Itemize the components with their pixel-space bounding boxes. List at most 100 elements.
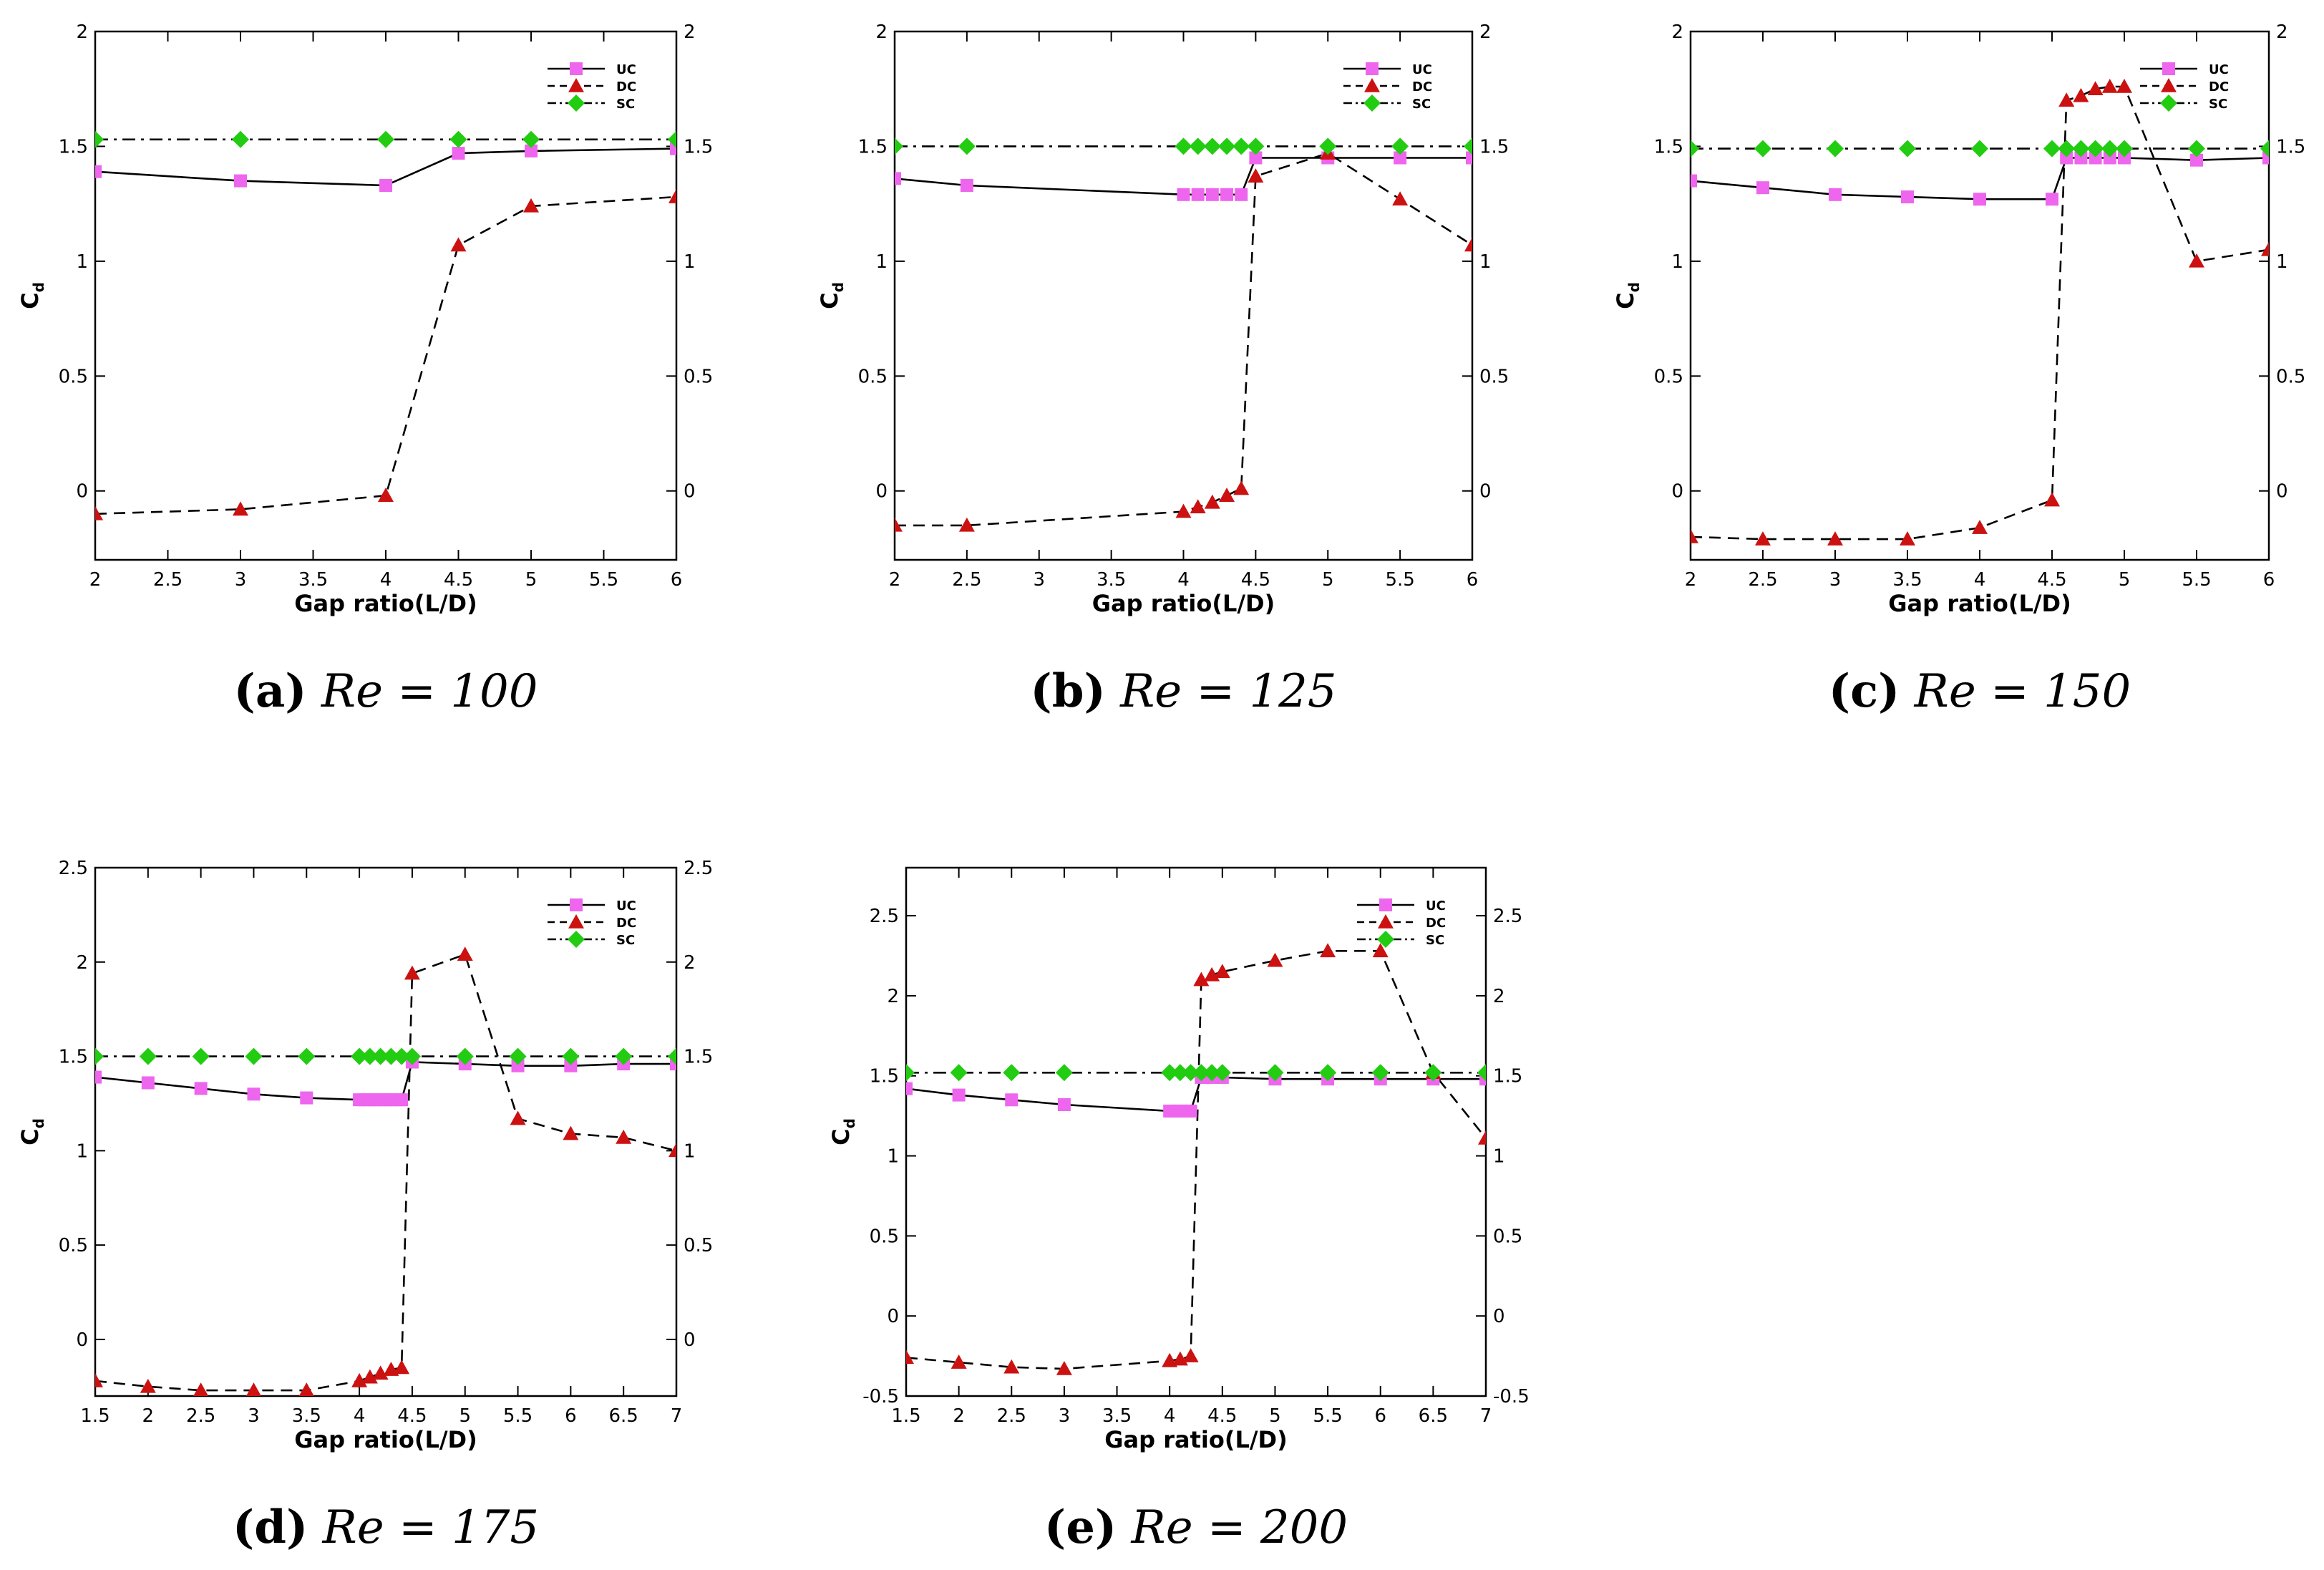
uc-marker <box>670 1057 676 1071</box>
y-tick-label-left: 1.5 <box>870 1066 899 1087</box>
dc-marker <box>523 198 539 213</box>
dc-marker <box>1214 964 1230 979</box>
sc-marker <box>1218 137 1236 155</box>
chart-panel: 1.5 2 2.5 3 3.5 4 4.5 5 5.5 6 6.5 7 0 0 0.5 0.5 1 1 1.5 1.5… <box>16 858 713 1554</box>
dc-marker <box>668 1143 676 1158</box>
panels-group: 2 2.5 3 3.5 4 4.5 5 5.5 6 0 0 0.5 0.5 1 1 1.5 1.5 2 2 Gap r… <box>16 21 2305 1554</box>
y-tick-label-right: 0.5 <box>2276 366 2305 387</box>
uc-marker <box>379 178 392 192</box>
sc-marker <box>615 1047 633 1065</box>
uc-marker <box>1379 898 1392 911</box>
sc-marker <box>668 1047 676 1065</box>
y-tick-label-left: 1.5 <box>1654 136 1683 158</box>
sc-marker <box>1171 1064 1189 1082</box>
x-axis-label: Gap ratio(L/D) <box>294 590 477 617</box>
sc-marker <box>1319 1064 1337 1082</box>
y-tick-label-right: 2 <box>684 952 696 974</box>
uc-marker <box>2118 151 2131 165</box>
dc-marker <box>1175 503 1192 518</box>
y-tick-label-left: 0 <box>1671 481 1683 503</box>
sc-marker <box>1003 1064 1021 1082</box>
uc-marker <box>395 1093 409 1107</box>
y-axis-label-subscript: d <box>30 282 47 292</box>
sc-marker <box>568 931 585 948</box>
series-group <box>1691 79 2269 546</box>
y-tick-label-right: -0.5 <box>1493 1386 1530 1407</box>
dc-marker <box>1193 971 1210 987</box>
dc-marker <box>233 501 248 516</box>
dc-marker <box>378 488 394 502</box>
uc-marker <box>2046 193 2058 206</box>
y-tick-label-left: 0.5 <box>1654 366 1683 387</box>
x-tick-label: 5 <box>1269 1405 1281 1427</box>
plot-frame <box>94 866 678 1397</box>
sc-marker <box>1464 137 1472 155</box>
y-tick-label-right: 2.5 <box>1493 906 1522 927</box>
dc-marker <box>958 517 975 532</box>
dc-marker <box>950 1355 967 1369</box>
sc-marker <box>2116 140 2133 158</box>
y-tick-label-right: 2.5 <box>684 858 713 879</box>
sc-marker <box>449 130 467 148</box>
dc-marker <box>450 237 467 252</box>
y-tick-label-left: 0.5 <box>870 1226 899 1247</box>
legend-label: UC <box>616 898 636 914</box>
dc-marker <box>361 1369 378 1384</box>
x-tick-label: 3 <box>1829 569 1842 591</box>
dc-marker <box>95 505 103 520</box>
x-tick-label: 5.5 <box>589 569 618 591</box>
uc-marker <box>247 1087 261 1101</box>
uc-marker <box>1829 188 1842 201</box>
uc-marker <box>2190 153 2203 167</box>
sc-marker <box>522 130 540 148</box>
dc-marker <box>1827 531 1843 546</box>
sc-marker <box>1161 1064 1179 1082</box>
legend-label: DC <box>1426 916 1446 931</box>
dc-marker <box>668 189 676 203</box>
x-tick-label: 2.5 <box>997 1405 1026 1427</box>
y-tick-label-left: 1.5 <box>858 136 888 158</box>
uc-marker <box>952 1088 966 1102</box>
x-tick-label: 4.5 <box>1207 1405 1237 1427</box>
x-axis-label: Gap ratio(L/D) <box>1104 1426 1287 1453</box>
dc-marker <box>1378 914 1394 929</box>
sc-marker <box>1213 1064 1231 1082</box>
uc-marker <box>2162 62 2175 75</box>
uc-marker <box>234 174 247 188</box>
caption-letter: (b) <box>1030 664 1105 718</box>
x-axis-label: Gap ratio(L/D) <box>1092 590 1275 617</box>
y-tick-label-right: 0 <box>684 1329 696 1351</box>
dc-marker <box>1219 488 1235 502</box>
uc-marker <box>895 172 901 185</box>
y-tick-label-right: 1 <box>684 1140 696 1162</box>
y-tick-label-right: 0.5 <box>1479 366 1509 387</box>
y-tick-label-left: 2 <box>875 21 888 43</box>
sc-marker <box>1266 1064 1284 1082</box>
uc-marker <box>564 1059 578 1072</box>
x-tick-label: 5 <box>2119 569 2131 591</box>
uc-marker <box>670 142 676 155</box>
x-tick-label: 3 <box>235 569 247 591</box>
sc-marker <box>403 1047 421 1065</box>
y-tick-label-right: 0 <box>684 481 696 503</box>
sc-marker <box>958 137 976 155</box>
x-axis-label: Gap ratio(L/D) <box>1888 590 2071 617</box>
caption-text: Re = 150 <box>1900 665 2131 718</box>
sc-marker <box>95 1047 104 1065</box>
dc-marker <box>1691 528 1698 543</box>
y-tick-label-left: 0.5 <box>858 366 888 387</box>
y-tick-label-right: 0.5 <box>1493 1226 1522 1247</box>
legend-label: DC <box>616 79 636 95</box>
dc-marker <box>140 1378 156 1393</box>
dc-marker <box>2058 92 2075 107</box>
y-tick-label-right: 1.5 <box>2276 136 2305 158</box>
uc-marker <box>1756 181 1769 195</box>
uc-marker <box>300 1091 313 1105</box>
y-tick-label-left: 0 <box>875 481 888 503</box>
sc-marker <box>1424 1064 1442 1082</box>
sc-marker <box>1203 137 1221 155</box>
uc-marker <box>194 1082 208 1095</box>
dc-marker <box>568 78 584 92</box>
y-axis-label-subscript: d <box>30 1118 47 1128</box>
series-line-uc <box>95 147 676 187</box>
